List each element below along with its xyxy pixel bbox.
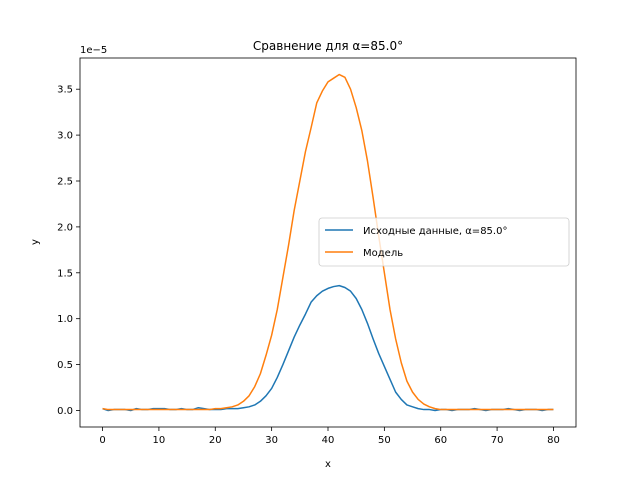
y-tick-label: 1.5	[57, 268, 73, 279]
y-tick-label: 0.0	[57, 406, 73, 417]
x-tick-label: 80	[547, 435, 560, 446]
legend-box	[318, 217, 570, 267]
axes-frame	[79, 57, 577, 428]
y-axis-label: y	[30, 239, 41, 245]
x-tick-label: 0	[99, 435, 105, 446]
chart-title: Сравнение для α=85.0°	[253, 39, 403, 53]
y-tick-label: 3.5	[57, 85, 73, 96]
x-tick-label: 20	[209, 435, 222, 446]
y-offset-text: 1e−5	[80, 45, 107, 56]
x-tick-label: 10	[153, 435, 166, 446]
y-tick-label: 0.5	[57, 360, 73, 371]
x-tick-label: 30	[265, 435, 278, 446]
legend-entry-1: Исходные данные, α=85.0°	[363, 226, 507, 237]
legend-entry-2: Модель	[363, 248, 403, 259]
y-tick-label: 2.0	[57, 222, 73, 233]
legend: Исходные данные, α=85.0° Модель	[318, 217, 570, 267]
x-tick-label: 40	[322, 435, 335, 446]
x-tick-label: 60	[434, 435, 447, 446]
x-axis-label: x	[325, 459, 331, 470]
plot-area: 0 10 20 30 40 50 60 70 80 0.0 0.5 1.0 1.5 2.0 2.5 3.0 3.…	[57, 57, 577, 446]
x-tick-label: 50	[378, 435, 391, 446]
series-line-2	[102, 73, 554, 411]
y-tick-label: 1.0	[57, 314, 73, 325]
x-tick-label: 70	[491, 435, 504, 446]
y-tick-label: 2.5	[57, 177, 73, 188]
y-tick-label: 3.0	[57, 131, 73, 142]
